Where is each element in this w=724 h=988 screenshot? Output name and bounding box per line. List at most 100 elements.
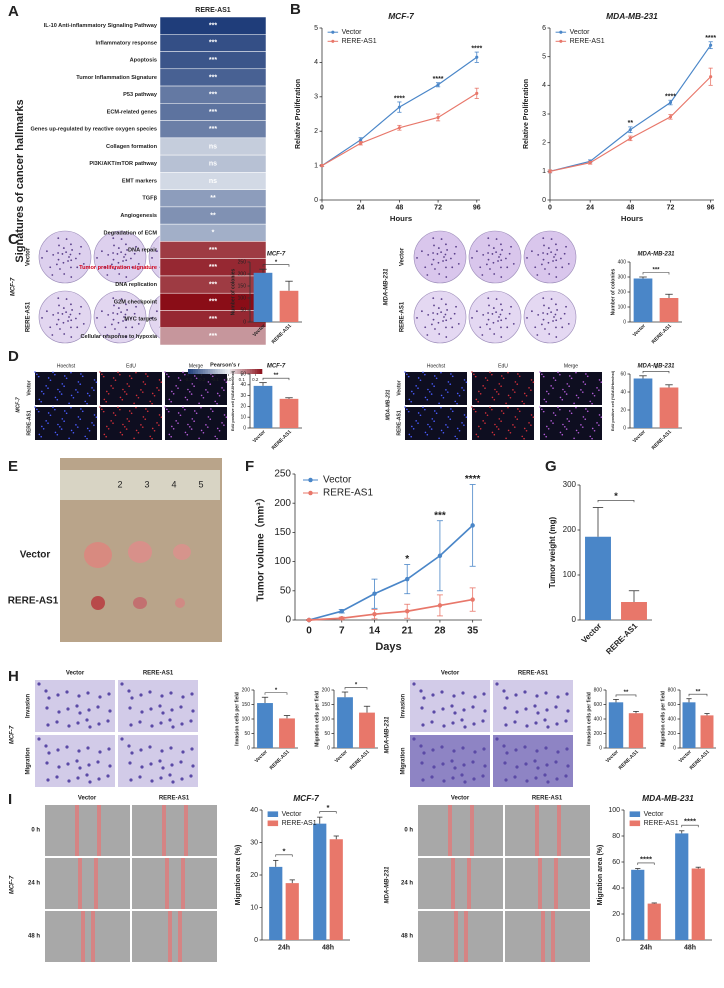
cell <box>566 709 570 713</box>
image-label: RERE-AS1 <box>26 410 32 436</box>
point <box>668 115 673 119</box>
cell <box>450 704 454 708</box>
cell <box>427 423 429 426</box>
colony <box>542 252 544 254</box>
cell <box>126 383 129 385</box>
y-tick-label: 400 <box>618 259 627 265</box>
y-axis-label: Relative Proliferation <box>295 79 302 149</box>
cell <box>562 388 564 391</box>
cell <box>557 371 559 374</box>
colony <box>443 256 445 258</box>
cell <box>105 400 107 403</box>
cell <box>106 774 110 778</box>
cell <box>106 719 110 723</box>
cell <box>137 431 140 434</box>
cell <box>494 388 496 391</box>
colony <box>120 298 123 300</box>
cell <box>158 759 162 763</box>
colony <box>432 252 434 254</box>
cell <box>41 425 43 428</box>
row-label: DNA repair <box>128 248 158 254</box>
cell <box>186 433 189 436</box>
cell <box>76 426 79 428</box>
cell-annotation: *** <box>209 247 217 254</box>
bar <box>608 702 624 748</box>
point <box>475 55 479 59</box>
cell <box>127 744 131 748</box>
cell <box>57 388 59 391</box>
cell <box>482 420 484 422</box>
cell <box>72 396 75 399</box>
cell <box>214 400 217 403</box>
cell <box>81 375 84 378</box>
cell <box>523 690 527 694</box>
image-label: Invasion <box>26 693 32 718</box>
colony <box>550 251 553 254</box>
point <box>397 105 401 109</box>
cell <box>124 391 126 393</box>
row-label: DNA replication <box>115 282 157 288</box>
cell <box>451 721 455 725</box>
colorbar-segment <box>237 369 241 374</box>
colony <box>125 303 127 306</box>
point <box>437 553 443 558</box>
cell <box>164 371 166 373</box>
row-label: ECM-related genes <box>107 109 157 115</box>
cell <box>128 706 132 710</box>
cell <box>408 433 411 436</box>
cell <box>102 410 105 413</box>
colony <box>113 244 115 247</box>
cell <box>450 408 452 410</box>
cell <box>56 693 60 697</box>
cell <box>170 435 172 438</box>
x-axis-label: Days <box>375 641 401 653</box>
colony <box>46 310 48 313</box>
cell <box>565 747 569 751</box>
cell <box>135 429 138 432</box>
cell <box>170 763 174 767</box>
legend-marker <box>559 30 563 34</box>
cell <box>169 746 173 750</box>
colony <box>436 313 439 315</box>
cell <box>564 391 566 393</box>
colony <box>62 247 65 249</box>
colony <box>432 318 435 321</box>
cell <box>473 695 477 699</box>
cell <box>432 765 436 769</box>
cell <box>128 410 131 412</box>
cell <box>103 433 106 436</box>
colony <box>434 268 436 270</box>
panel-label: D <box>8 348 19 365</box>
cell <box>460 718 464 722</box>
y-tick-label: 800 <box>594 687 603 693</box>
cell <box>463 780 467 784</box>
significance: *** <box>434 510 446 521</box>
cell <box>87 708 91 712</box>
cell <box>471 406 473 408</box>
cell <box>122 388 124 391</box>
x-tick-label: 24 <box>586 205 594 212</box>
colony <box>432 258 435 261</box>
image-label: Vector <box>20 550 51 561</box>
colony <box>471 317 473 319</box>
wound-edge <box>448 805 452 856</box>
cell <box>210 408 212 410</box>
significance: **** <box>471 45 482 52</box>
cell <box>122 423 124 426</box>
x-tick-label: 21 <box>402 626 414 637</box>
significance: **** <box>465 474 481 485</box>
cell <box>524 762 528 766</box>
x-tick-label: RERE-AS1 <box>269 749 291 771</box>
colony <box>51 334 54 336</box>
cell <box>193 410 196 412</box>
cell <box>577 396 580 399</box>
colony <box>120 311 123 314</box>
colony <box>78 312 81 315</box>
cell <box>582 381 585 383</box>
cell <box>591 402 593 405</box>
cell <box>530 379 533 381</box>
cell <box>415 385 417 387</box>
x-tick-label: RERE-AS1 <box>349 749 371 771</box>
colony <box>536 334 539 336</box>
point <box>339 609 344 614</box>
